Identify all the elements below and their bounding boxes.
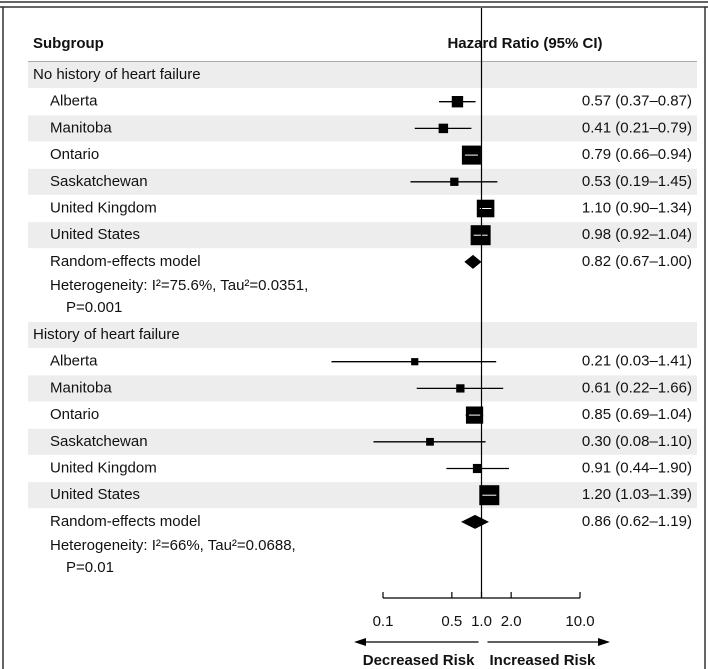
row-label: Manitoba — [50, 119, 112, 136]
value-label: 0.91 (0.44–1.90) — [582, 459, 692, 476]
estimate-box — [411, 358, 419, 366]
row-label: United States — [50, 486, 140, 503]
group-label: No history of heart failure — [33, 66, 201, 83]
x-tick-label: 10.0 — [565, 613, 594, 630]
p-value: P=0.001 — [66, 299, 122, 316]
value-label: 0.53 (0.19–1.45) — [582, 173, 692, 190]
estimate-box — [438, 123, 449, 134]
value-label: 0.41 (0.21–0.79) — [582, 119, 692, 136]
value-label: 0.21 (0.03–1.41) — [582, 353, 692, 370]
row-label: Manitoba — [50, 379, 112, 396]
value-label: 0.61 (0.22–1.66) — [582, 379, 692, 396]
value-label: 0.98 (0.92–1.04) — [582, 226, 692, 243]
estimate-box — [456, 384, 465, 393]
pooled-label: Random-effects model — [50, 513, 201, 530]
row-label: Saskatchewan — [50, 173, 148, 190]
x-tick-label: 2.0 — [501, 613, 522, 630]
right-arrowhead — [598, 638, 610, 646]
row-label: Alberta — [50, 93, 98, 110]
estimate-box — [472, 463, 483, 474]
right-label: Increased Risk — [490, 652, 597, 669]
value-label: 0.86 (0.62–1.19) — [582, 513, 692, 530]
x-tick-label: 1.0 — [471, 613, 492, 630]
row-band — [28, 482, 697, 509]
value-label: 0.82 (0.67–1.00) — [582, 253, 692, 270]
group-row-band — [28, 322, 697, 348]
value-label: 1.20 (1.03–1.39) — [582, 486, 692, 503]
estimate-box — [450, 177, 459, 186]
x-tick-label: 0.1 — [373, 613, 394, 630]
row-band — [28, 428, 697, 455]
group-label: History of heart failure — [33, 326, 180, 343]
left-label: Decreased Risk — [363, 652, 475, 669]
x-tick-label: 0.5 — [441, 613, 462, 630]
value-label: 0.57 (0.37–0.87) — [582, 93, 692, 110]
row-label: Ontario — [50, 146, 99, 163]
pooled-diamond — [464, 254, 482, 269]
value-label: 1.10 (0.90–1.34) — [582, 199, 692, 216]
pooled-label: Random-effects model — [50, 253, 201, 270]
pooled-diamond — [461, 514, 489, 529]
subgroup-header: Subgroup — [33, 35, 104, 52]
value-label: 0.30 (0.08–1.10) — [582, 433, 692, 450]
left-arrowhead — [354, 638, 366, 646]
row-label: United Kingdom — [50, 459, 157, 476]
row-band — [28, 115, 697, 142]
estimate-box — [426, 437, 434, 446]
row-label: Ontario — [50, 406, 99, 423]
estimate-box — [451, 96, 464, 108]
value-label: 0.85 (0.69–1.04) — [582, 406, 692, 423]
marks — [331, 96, 509, 529]
row-label: Alberta — [50, 353, 98, 370]
row-band — [28, 375, 697, 402]
p-value: P=0.01 — [66, 559, 114, 576]
heterogeneity: Heterogeneity: I²=75.6%, Tau²=0.0351, — [50, 277, 308, 294]
group-row-band — [28, 62, 697, 88]
value-label: 0.79 (0.66–0.94) — [582, 146, 692, 163]
heterogeneity: Heterogeneity: I²=66%, Tau²=0.0688, — [50, 537, 296, 554]
effect-header: Hazard Ratio (95% CI) — [447, 35, 602, 52]
row-band — [28, 168, 697, 195]
row-label: United Kingdom — [50, 199, 157, 216]
row-band — [28, 222, 697, 249]
row-label: Saskatchewan — [50, 433, 148, 450]
row-shading — [28, 62, 697, 509]
row-label: United States — [50, 226, 140, 243]
